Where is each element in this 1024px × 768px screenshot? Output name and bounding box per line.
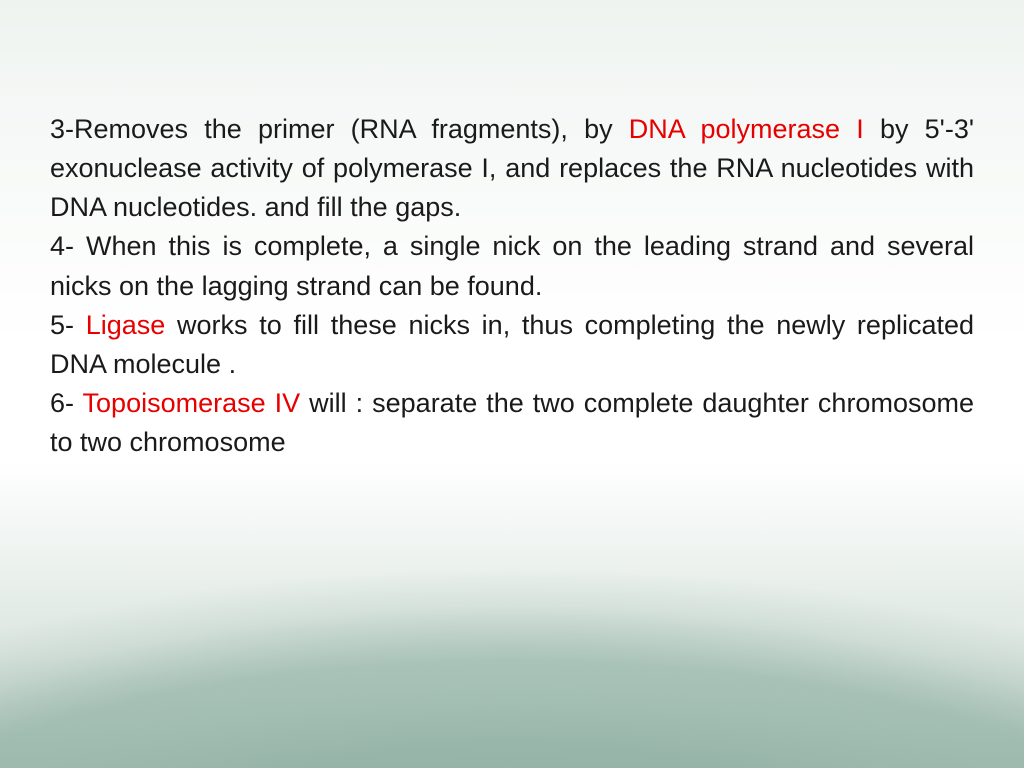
highlight-ligase: Ligase [86,310,166,340]
slide-body: 3-Removes the primer (RNA fragments), by… [0,0,1024,768]
text-run: 3-Removes the primer (RNA fragments), by [50,114,629,144]
paragraph-3: 3-Removes the primer (RNA fragments), by… [50,110,974,227]
text-run: 4- When this is complete, a single nick … [50,231,974,300]
text-run: 6- [50,388,83,418]
highlight-topoisomerase-iv: Topoisomerase IV [83,388,301,418]
text-run: 5- [50,310,86,340]
highlight-dna-polymerase-i: DNA polymerase I [629,114,864,144]
paragraph-5: 5- Ligase works to fill these nicks in, … [50,306,974,384]
paragraph-6: 6- Topoisomerase IV will : separate the … [50,384,974,462]
text-run: works to fill these nicks in, thus compl… [50,310,974,379]
paragraph-4: 4- When this is complete, a single nick … [50,227,974,305]
